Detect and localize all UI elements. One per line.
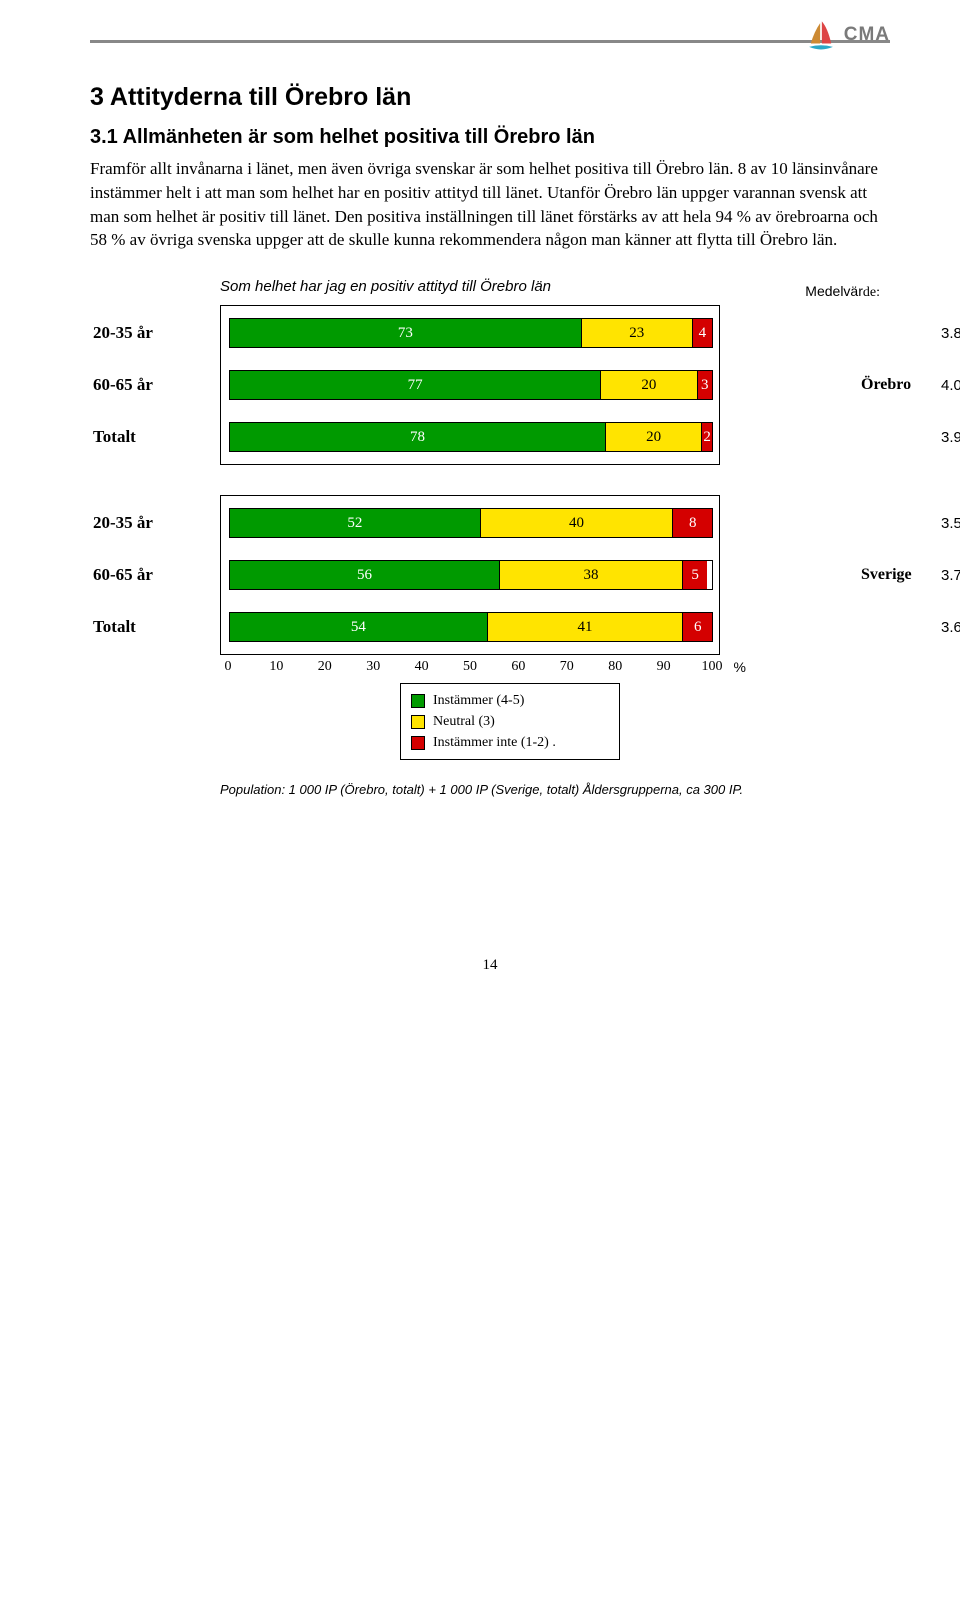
chart-row: Totalt544163.6	[221, 608, 719, 646]
legend-swatch	[411, 715, 425, 729]
bar-segment: 8	[673, 509, 712, 537]
meanvalue: 4.0	[941, 377, 960, 394]
chart-row: 20-35 år524083.5	[221, 504, 719, 542]
row-label: Totalt	[93, 427, 205, 447]
axis-tick: 90	[657, 659, 671, 675]
section-title: 3 Attityderna till Örebro län	[90, 83, 890, 112]
legend-text: Instämmer (4-5)	[433, 690, 524, 711]
bar-segment: 73	[230, 319, 582, 347]
bar-segment: 54	[230, 613, 488, 641]
chart-row: Totalt782023.9	[221, 418, 719, 456]
row-label: 60-65 år	[93, 565, 205, 585]
bar-segment: 41	[488, 613, 684, 641]
axis-tick: 80	[608, 659, 622, 675]
stacked-bar: 78202	[229, 422, 713, 452]
chart-title: Som helhet har jag en positiv attityd ti…	[220, 278, 551, 295]
subsection-title: 3.1 Allmänheten är som helhet positiva t…	[90, 126, 890, 149]
bar-segment: 40	[481, 509, 674, 537]
chart-footnote: Population: 1 000 IP (Örebro, totalt) + …	[220, 782, 890, 797]
bar-segment: 78	[230, 423, 606, 451]
legend-text: Neutral (3)	[433, 711, 495, 732]
page-number: 14	[90, 957, 890, 974]
sail-icon	[804, 18, 838, 52]
meanvalue: 3.8	[941, 325, 960, 342]
axis-tick: 20	[318, 659, 332, 675]
chart-groups: 20-35 år732343.8 60-65 år77203Örebro4.0 To…	[100, 305, 890, 655]
chart-row: 60-65 år56385Sverige3.7	[221, 556, 719, 594]
meanvalue-header-text: Medelvär	[805, 283, 863, 299]
row-label: 20-35 år	[93, 513, 205, 533]
group-side-label: Örebro	[861, 376, 911, 394]
legend-item: Instämmer inte (1-2) .	[411, 732, 609, 753]
meanvalue: 3.6	[941, 619, 960, 636]
row-label: 20-35 år	[93, 323, 205, 343]
axis-tick: 40	[415, 659, 429, 675]
axis-tick: 10	[269, 659, 283, 675]
axis-tick: 50	[463, 659, 477, 675]
logo-text: CMA	[844, 24, 890, 46]
stacked-bar: 73234	[229, 318, 713, 348]
row-label: 60-65 år	[93, 375, 205, 395]
chart-group: 20-35 år732343.860-65 år77203Örebro4.0To…	[220, 305, 720, 465]
bar-segment: 20	[606, 423, 702, 451]
meanvalue-header: Medelvärde:	[805, 283, 880, 301]
bar-segment: 56	[230, 561, 500, 589]
bar-segment: 2	[702, 423, 712, 451]
bar-segment: 77	[230, 371, 601, 399]
legend-swatch	[411, 736, 425, 750]
axis-tick: 0	[225, 659, 232, 675]
bar-segment: 4	[693, 319, 712, 347]
legend-swatch	[411, 694, 425, 708]
legend-item: Neutral (3)	[411, 711, 609, 732]
meanvalue: 3.7	[941, 567, 960, 584]
bar-segment: 52	[230, 509, 481, 537]
axis-tick: 100	[702, 659, 723, 675]
group-side-label: Sverige	[861, 566, 912, 584]
cma-logo: CMA	[804, 18, 890, 52]
bar-segment: 3	[698, 371, 712, 399]
row-label: Totalt	[93, 617, 205, 637]
meanvalue: 3.5	[941, 515, 960, 532]
bar-segment: 6	[683, 613, 712, 641]
stacked-bar: 56385	[229, 560, 713, 590]
legend-text: Instämmer inte (1-2) .	[433, 732, 556, 753]
stacked-bar: 52408	[229, 508, 713, 538]
legend-item: Instämmer (4-5)	[411, 690, 609, 711]
body-paragraph: Framför allt invånarna i länet, men även…	[90, 157, 890, 252]
bar-segment: 23	[582, 319, 693, 347]
stacked-bar: 54416	[229, 612, 713, 642]
chart-header-row: Som helhet har jag en positiv attityd ti…	[100, 278, 890, 301]
chart-row: 60-65 år77203Örebro4.0	[221, 366, 719, 404]
stacked-bar: 77203	[229, 370, 713, 400]
axis-percent-label: %	[734, 659, 746, 675]
axis-tick: 30	[366, 659, 380, 675]
bar-segment: 5	[683, 561, 707, 589]
chart-group: 20-35 år524083.5 60-65 år56385Sverige3.7 T…	[220, 495, 720, 655]
x-axis: 0102030405060708090100%	[220, 659, 720, 679]
bar-segment: 38	[500, 561, 683, 589]
axis-tick: 60	[511, 659, 525, 675]
bar-segment: 20	[601, 371, 697, 399]
chart-row: 20-35 år732343.8	[221, 314, 719, 352]
legend: Instämmer (4-5)Neutral (3)Instämmer inte…	[400, 683, 620, 760]
axis-tick: 70	[560, 659, 574, 675]
meanvalue: 3.9	[941, 429, 960, 446]
page: CMA 3 Attityderna till Örebro län 3.1 Al…	[0, 0, 960, 1014]
header-divider	[90, 40, 890, 43]
chart: Som helhet har jag en positiv attityd ti…	[100, 278, 890, 797]
